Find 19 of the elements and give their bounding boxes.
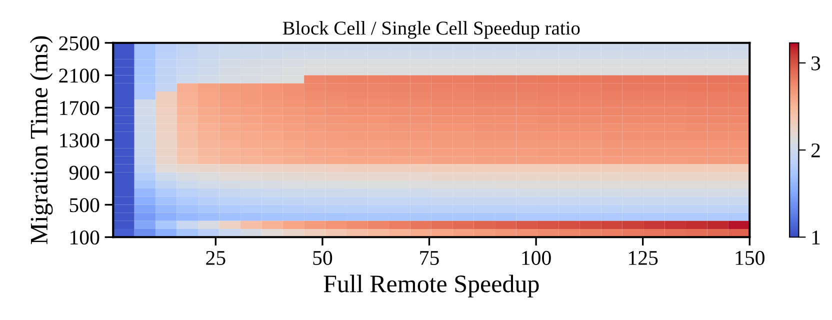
y-tick-label: 2500 — [59, 36, 100, 50]
y-tick-label: 2100 — [59, 68, 100, 83]
chart-title: Block Cell / Single Cell Speedup ratio — [282, 21, 580, 39]
y-tick-label: 1700 — [60, 101, 100, 116]
y-tick-label: 1300 — [60, 133, 100, 148]
x-tick-label: 25 — [206, 250, 226, 265]
x-tick-label: 150 — [736, 250, 764, 265]
x-tick-label: 100 — [522, 250, 551, 265]
color-bar-label: 2 — [811, 143, 820, 158]
x-tick-label: 125 — [629, 250, 658, 265]
color-bar-label: 3 — [812, 56, 820, 70]
y-tick-label: 500 — [70, 198, 100, 212]
x-axis-title: Full Remote Speedup — [324, 274, 539, 298]
x-tick-label: 50 — [313, 250, 332, 265]
y-axis-title: Migration Time (ms) — [30, 36, 53, 244]
y-tick-label: 100 — [70, 230, 100, 245]
x-tick-label: 75 — [420, 251, 439, 265]
color-bar-label: 1 — [812, 230, 820, 244]
y-tick-label: 900 — [69, 166, 100, 180]
